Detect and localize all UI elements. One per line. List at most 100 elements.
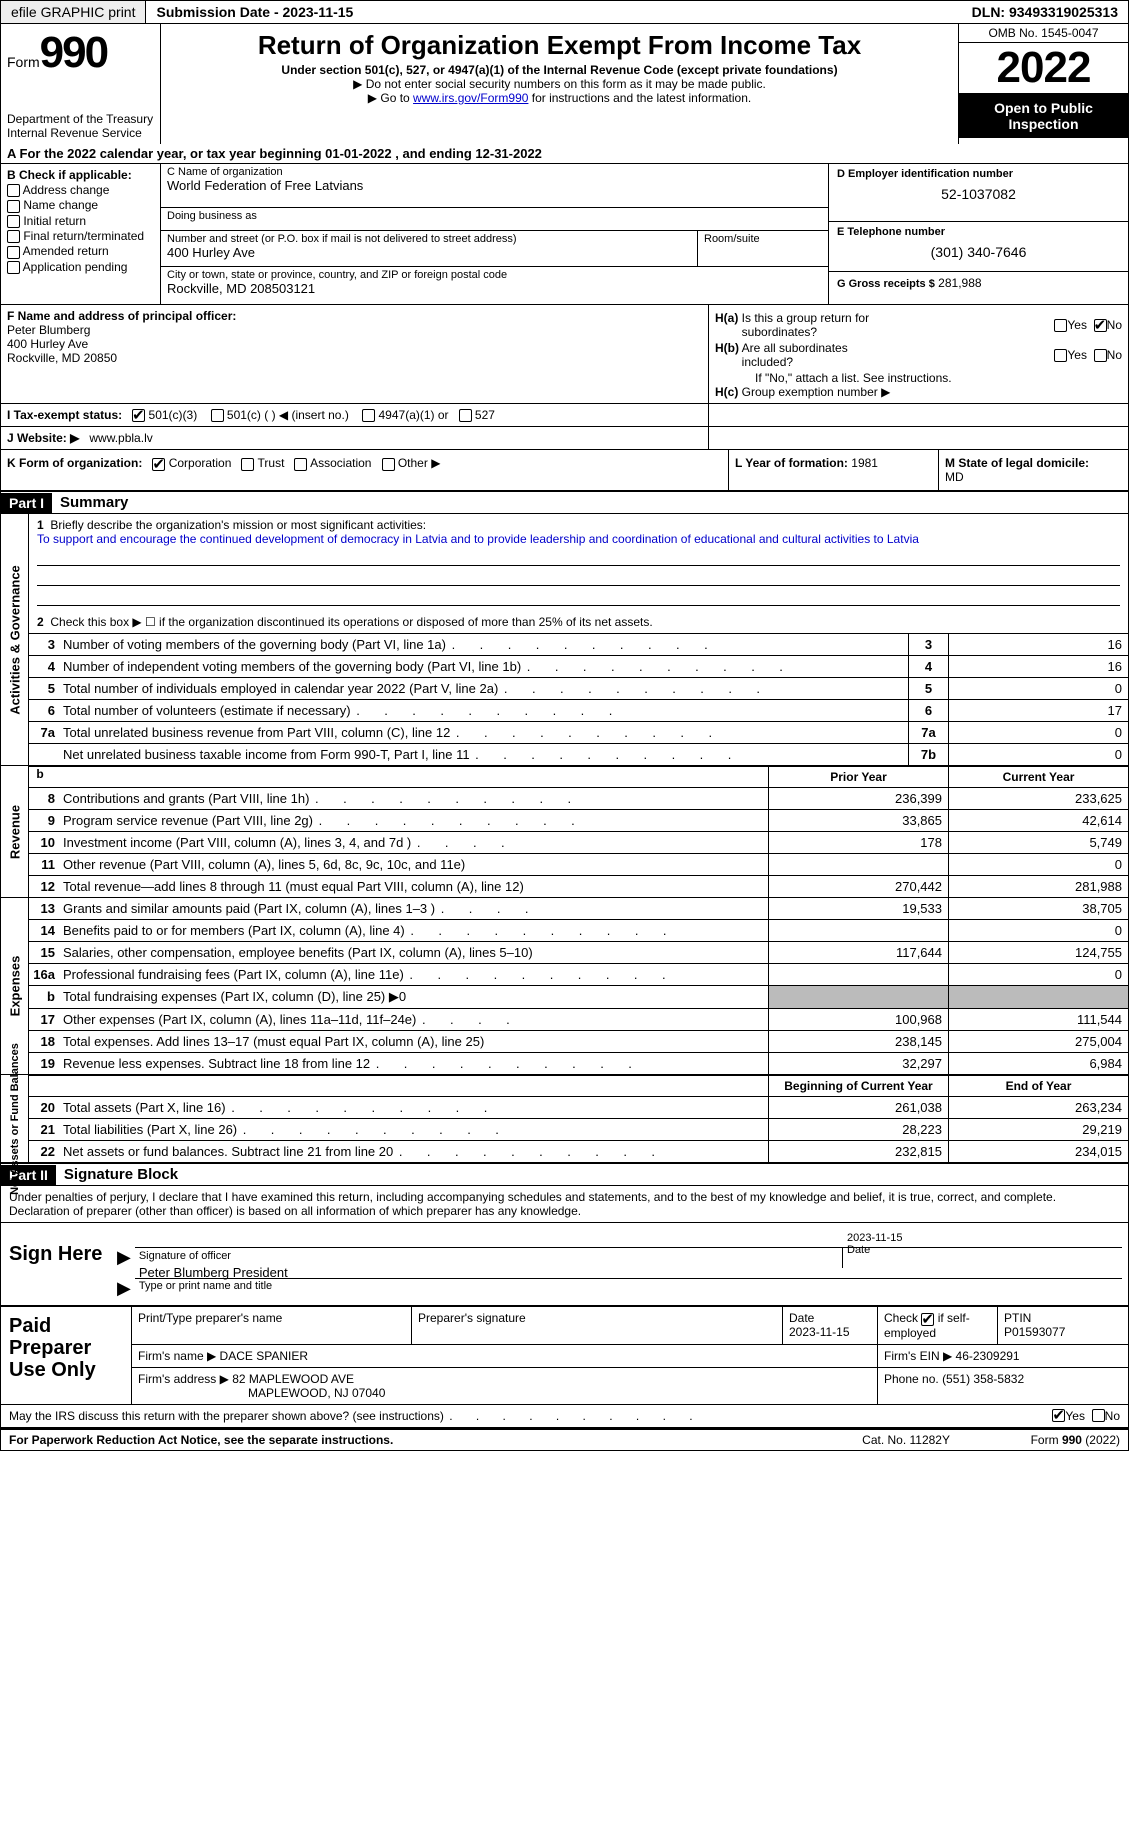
row-19: 19Revenue less expenses. Subtract line 1… bbox=[29, 1052, 1128, 1074]
org-name-box: C Name of organization World Federation … bbox=[161, 164, 828, 208]
dept-label: Department of the Treasury Internal Reve… bbox=[7, 112, 154, 140]
hb-yes[interactable] bbox=[1054, 349, 1067, 362]
row-4: 4Number of independent voting members of… bbox=[29, 655, 1128, 677]
row-11: 11Other revenue (Part VIII, column (A), … bbox=[29, 853, 1128, 875]
part-ii-title: Signature Block bbox=[56, 1164, 186, 1185]
penalty-statement: Under penalties of perjury, I declare th… bbox=[1, 1186, 1128, 1223]
top-bar: efile GRAPHIC print Submission Date - 20… bbox=[0, 0, 1129, 24]
firm-phone: Phone no. (551) 358-5832 bbox=[878, 1368, 1128, 1404]
cb-association[interactable] bbox=[294, 458, 307, 471]
firm-ein: Firm's EIN ▶ 46-2309291 bbox=[878, 1345, 1128, 1367]
row-17: 17Other expenses (Part IX, column (A), l… bbox=[29, 1008, 1128, 1030]
cb-501c3[interactable] bbox=[132, 409, 145, 422]
org-name: World Federation of Free Latvians bbox=[167, 178, 822, 193]
prep-self-employed: Check if self-employed bbox=[878, 1307, 998, 1343]
part-i-header: Part I bbox=[1, 493, 52, 513]
cb-4947[interactable] bbox=[362, 409, 375, 422]
open-to-public: Open to Public Inspection bbox=[959, 94, 1128, 138]
submission-date: Submission Date - 2023-11-15 bbox=[146, 1, 961, 23]
prep-sig-label: Preparer's signature bbox=[412, 1307, 783, 1343]
firm-name: Firm's name ▶ DACE SPANIER bbox=[132, 1345, 878, 1367]
row-22: 22Net assets or fund balances. Subtract … bbox=[29, 1140, 1128, 1162]
line-a-tax-year: A For the 2022 calendar year, or tax yea… bbox=[0, 144, 1129, 164]
cb-initial-return[interactable]: Initial return bbox=[7, 214, 154, 228]
tax-year: 2022 bbox=[959, 43, 1128, 94]
form-of-org: K Form of organization: Corporation Trus… bbox=[1, 450, 728, 490]
row-20: 20Total assets (Part X, line 16)261,0382… bbox=[29, 1096, 1128, 1118]
side-tab-netassets: Net Assets or Fund Balances bbox=[1, 1075, 29, 1162]
irs-link[interactable]: www.irs.gov/Form990 bbox=[413, 91, 528, 105]
row-12: 12Total revenue—add lines 8 through 11 (… bbox=[29, 875, 1128, 897]
row-16b: bTotal fundraising expenses (Part IX, co… bbox=[29, 985, 1128, 1008]
ha-yes[interactable] bbox=[1054, 319, 1067, 332]
year-header-1: b Prior Year Current Year bbox=[29, 766, 1128, 787]
mission-block: 1 Briefly describe the organization's mi… bbox=[29, 514, 1128, 610]
cb-name-change[interactable]: Name change bbox=[7, 198, 154, 212]
form-header: Form990 Department of the Treasury Inter… bbox=[0, 24, 1129, 144]
cb-final-return[interactable]: Final return/terminated bbox=[7, 229, 154, 243]
ha-no[interactable] bbox=[1094, 319, 1107, 332]
row-13: 13Grants and similar amounts paid (Part … bbox=[29, 898, 1128, 919]
row-5: 5Total number of individuals employed in… bbox=[29, 677, 1128, 699]
row-10: 10Investment income (Part VIII, column (… bbox=[29, 831, 1128, 853]
year-header-2: Beginning of Current Year End of Year bbox=[29, 1075, 1128, 1096]
form-title: Return of Organization Exempt From Incom… bbox=[169, 30, 950, 61]
note-link: ▶ Go to www.irs.gov/Form990 for instruct… bbox=[169, 91, 950, 105]
row-7b: Net unrelated business taxable income fr… bbox=[29, 743, 1128, 765]
cb-address-change[interactable]: Address change bbox=[7, 183, 154, 197]
hc-group-exemption bbox=[708, 404, 1128, 426]
firm-address: Firm's address ▶ 82 MAPLEWOOD AVE MAPLEW… bbox=[132, 1368, 878, 1404]
ein-box: D Employer identification number 52-1037… bbox=[829, 164, 1128, 222]
city-box: City or town, state or province, country… bbox=[161, 267, 828, 304]
cb-527[interactable] bbox=[459, 409, 472, 422]
sign-here-label: Sign Here bbox=[1, 1223, 111, 1305]
row-16a: 16aProfessional fundraising fees (Part I… bbox=[29, 963, 1128, 985]
bottom-bar: For Paperwork Reduction Act Notice, see … bbox=[0, 1428, 1129, 1451]
officer-name: Peter Blumberg President Type or print n… bbox=[135, 1278, 1122, 1299]
sig-arrow-icon: ▶ bbox=[117, 1247, 131, 1268]
note-ssn: ▶ Do not enter social security numbers o… bbox=[169, 77, 950, 91]
row-7a: 7aTotal unrelated business revenue from … bbox=[29, 721, 1128, 743]
row-18: 18Total expenses. Add lines 13–17 (must … bbox=[29, 1030, 1128, 1052]
dln: DLN: 93493319025313 bbox=[962, 1, 1128, 23]
cb-corporation[interactable] bbox=[152, 458, 165, 471]
box-h: H(a) Is this a group return for subordin… bbox=[708, 305, 1128, 403]
form-number: Form990 bbox=[7, 28, 154, 78]
prep-date: Date2023-11-15 bbox=[783, 1307, 878, 1343]
sig-arrow-icon: ▶ bbox=[117, 1278, 131, 1299]
hb-no[interactable] bbox=[1094, 349, 1107, 362]
row-21: 21Total liabilities (Part X, line 26)28,… bbox=[29, 1118, 1128, 1140]
line-2-text: Check this box ▶ ☐ if the organization d… bbox=[50, 615, 652, 629]
row-6: 6Total number of volunteers (estimate if… bbox=[29, 699, 1128, 721]
cb-amended-return[interactable]: Amended return bbox=[7, 244, 154, 258]
discuss-no[interactable] bbox=[1092, 1409, 1105, 1422]
principal-officer-box: F Name and address of principal officer:… bbox=[1, 305, 708, 403]
cb-trust[interactable] bbox=[241, 458, 254, 471]
cb-self-employed[interactable] bbox=[921, 1313, 934, 1326]
prep-ptin: PTINP01593077 bbox=[998, 1307, 1128, 1343]
omb-number: OMB No. 1545-0047 bbox=[959, 24, 1128, 43]
side-tab-revenue: Revenue bbox=[1, 766, 29, 897]
mission-text: To support and encourage the continued d… bbox=[37, 532, 919, 546]
efile-button[interactable]: efile GRAPHIC print bbox=[1, 1, 146, 23]
telephone-box: E Telephone number (301) 340-7646 bbox=[829, 222, 1128, 272]
side-tab-activities: Activities & Governance bbox=[1, 514, 29, 765]
cb-other[interactable] bbox=[382, 458, 395, 471]
discuss-row: May the IRS discuss this return with the… bbox=[0, 1405, 1129, 1428]
year-formation: L Year of formation: 1981 bbox=[728, 450, 938, 490]
cb-application-pending[interactable]: Application pending bbox=[7, 260, 154, 274]
gross-receipts-box: G Gross receipts $ 281,988 bbox=[829, 272, 1128, 304]
row-15: 15Salaries, other compensation, employee… bbox=[29, 941, 1128, 963]
row-14: 14Benefits paid to or for members (Part … bbox=[29, 919, 1128, 941]
row-3: 3Number of voting members of the governi… bbox=[29, 633, 1128, 655]
state-domicile: M State of legal domicile:MD bbox=[938, 450, 1128, 490]
row-9: 9Program service revenue (Part VIII, lin… bbox=[29, 809, 1128, 831]
street-box: Number and street (or P.O. box if mail i… bbox=[161, 231, 698, 266]
row-8: 8Contributions and grants (Part VIII, li… bbox=[29, 787, 1128, 809]
discuss-yes[interactable] bbox=[1052, 1409, 1065, 1422]
tax-exempt-status: I Tax-exempt status: 501(c)(3) 501(c) ( … bbox=[1, 404, 708, 426]
part-i-title: Summary bbox=[52, 492, 136, 513]
website-row: J Website: ▶ www.pbla.lv bbox=[1, 427, 708, 449]
cb-501c[interactable] bbox=[211, 409, 224, 422]
prep-name-label: Print/Type preparer's name bbox=[132, 1307, 412, 1343]
